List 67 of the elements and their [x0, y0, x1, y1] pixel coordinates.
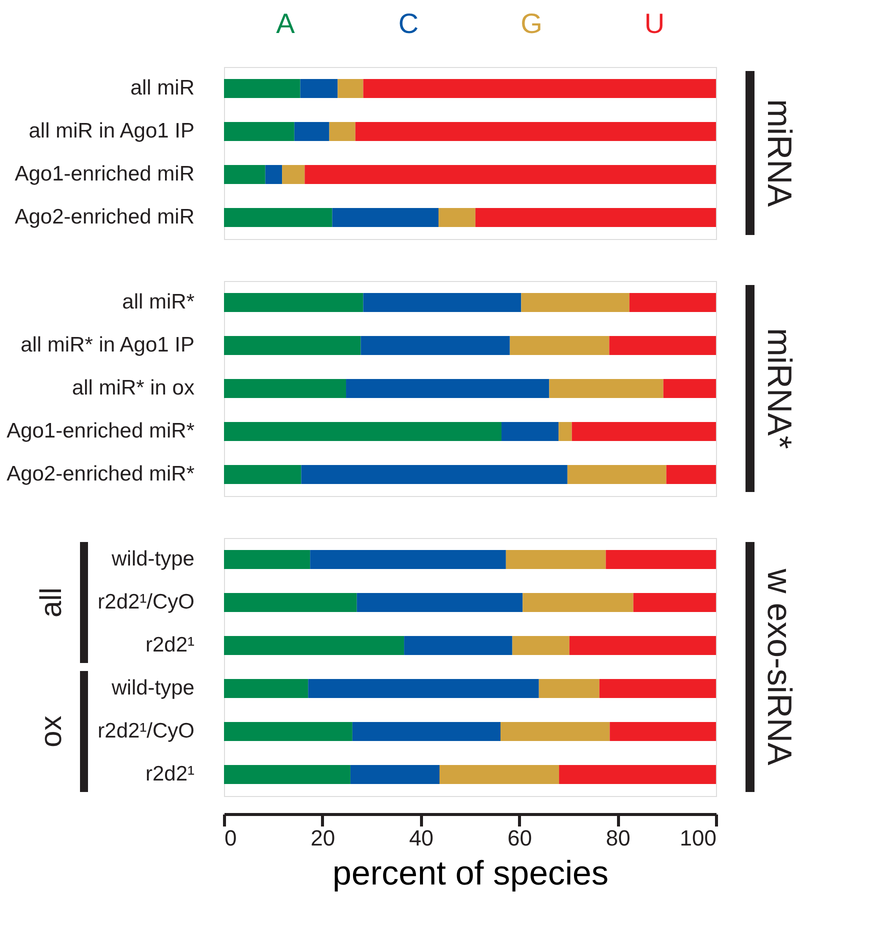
text: all — [35, 587, 68, 618]
bar — [438, 208, 476, 227]
y-tick-label: r2d2¹ — [145, 634, 194, 656]
x-tick-label: 40 — [409, 826, 434, 850]
bar — [510, 336, 610, 355]
y-tick-label: r2d2¹/CyO — [98, 590, 194, 614]
bar — [558, 422, 572, 441]
bar — [224, 422, 502, 441]
series-label: A — [276, 8, 296, 39]
text: G — [520, 8, 542, 39]
bar — [521, 293, 630, 312]
x-tick-label: 80 — [606, 826, 630, 850]
bar — [224, 293, 364, 312]
bar — [360, 336, 510, 355]
bar — [301, 465, 568, 484]
x-tick-label: 0 — [224, 826, 237, 850]
text: ox — [35, 716, 68, 748]
bar — [265, 165, 282, 184]
bar — [549, 379, 664, 398]
y-tick-label: all miR* in ox — [72, 376, 195, 400]
y-tick-label: Ago2-enriched miR — [14, 206, 194, 228]
bar — [663, 379, 716, 398]
bar — [501, 422, 559, 441]
bar — [329, 122, 356, 141]
bar — [332, 208, 439, 227]
bar — [475, 208, 716, 227]
bar — [224, 122, 294, 141]
bar — [363, 293, 522, 312]
bar — [282, 165, 305, 184]
bar — [572, 422, 716, 441]
x-axis-title: percent of species — [332, 854, 608, 892]
series-label: U — [644, 8, 665, 39]
y-tick-label: all miR* — [122, 290, 194, 314]
text: w exo-siRNA — [760, 568, 798, 766]
y-tick-label: Ago2-enriched miR* — [6, 462, 194, 486]
bar — [304, 165, 716, 184]
bar — [355, 122, 716, 141]
y-tick-label: Ago1-enriched miR* — [6, 420, 194, 442]
bar — [294, 122, 330, 141]
bar — [224, 336, 361, 355]
bar — [224, 79, 300, 98]
x-tick-label: 20 — [310, 826, 336, 850]
bar — [224, 379, 346, 398]
x-tick-label: 100 — [680, 826, 716, 850]
text: C — [398, 8, 419, 39]
bar — [224, 465, 302, 484]
bar — [300, 79, 338, 98]
bar — [224, 165, 266, 184]
bar — [567, 465, 666, 484]
bar — [363, 79, 716, 98]
y-tick-label: Ago1-enriched miR — [14, 162, 194, 186]
y-tick-label: all miR* in Ago1 IP — [20, 334, 194, 356]
y-tick-label: all miR — [130, 76, 194, 100]
bar — [609, 336, 716, 355]
bar — [338, 79, 364, 98]
text: miRNA — [760, 99, 798, 208]
bar — [346, 379, 550, 398]
bar — [629, 293, 716, 312]
y-tick-label: wild-type — [110, 548, 194, 570]
bar — [666, 465, 716, 484]
y-tick-label: r2d2¹ — [145, 762, 194, 786]
y-tick-label: r2d2¹/CyO — [98, 720, 194, 742]
y-tick-label: wild-type — [110, 676, 194, 700]
bar — [224, 208, 332, 227]
y-tick-label: all miR in Ago1 IP — [28, 120, 194, 142]
x-tick-label: 60 — [507, 826, 532, 850]
text: miRNA* — [760, 328, 798, 449]
